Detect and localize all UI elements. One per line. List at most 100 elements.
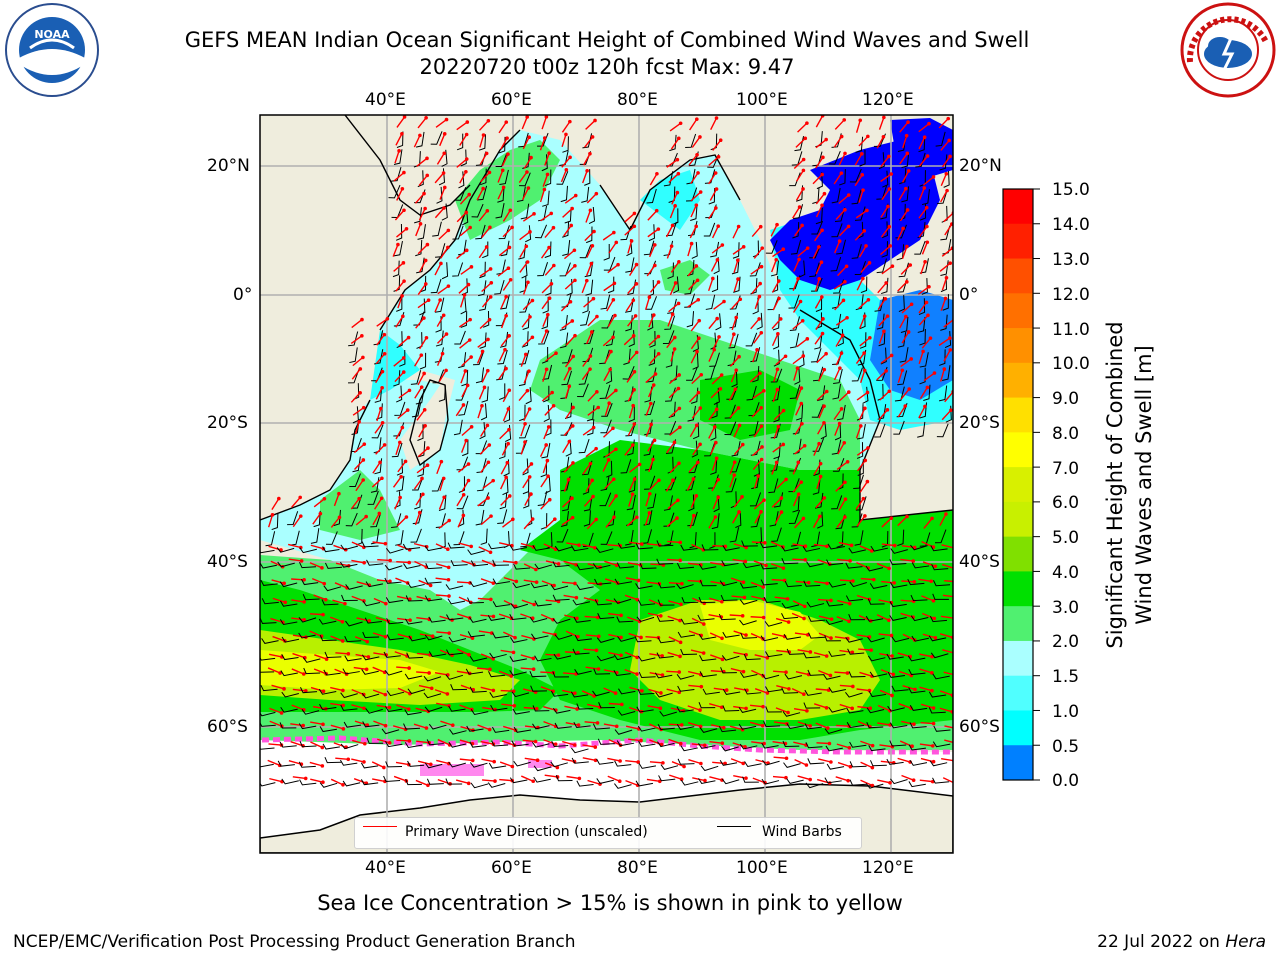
wave-arrow-head [647, 511, 652, 515]
wave-direction-arrow [792, 462, 799, 475]
wind-barb [448, 636, 467, 643]
wave-arrow-head [779, 496, 784, 500]
wave-direction-arrow [545, 560, 559, 565]
wind-barb [600, 531, 613, 545]
lon-tick-top-60e: 60°E [491, 90, 532, 110]
wave-direction-arrow [729, 725, 743, 731]
wave-arrow-head [822, 191, 827, 196]
wave-direction-arrow [880, 245, 891, 256]
wave-direction-arrow [335, 652, 349, 655]
wave-direction-arrow [771, 632, 785, 638]
wave-arrow-head [799, 480, 804, 484]
wave-direction-arrow [839, 684, 853, 688]
wave-arrow-head [525, 115, 529, 119]
wind-barb [773, 405, 780, 423]
wind-barb [854, 206, 866, 221]
wave-direction-arrow [624, 225, 635, 236]
wave-direction-arrow [541, 580, 555, 587]
wave-arrow-head [930, 744, 935, 748]
wind-barb [855, 496, 867, 511]
wind-barb [878, 329, 886, 347]
wave-arrow-head [535, 758, 540, 763]
wave-direction-arrow [455, 779, 469, 785]
wave-direction-arrow [419, 337, 428, 350]
wave-arrow-head [422, 316, 426, 320]
wind-barb [446, 649, 464, 656]
wind-barb [511, 740, 529, 747]
wind-barb [826, 763, 845, 770]
wave-direction-arrow [753, 475, 759, 489]
wave-arrow-head [758, 371, 762, 376]
wave-direction-arrow [502, 209, 511, 222]
wave-direction-arrow [522, 213, 535, 222]
wave-direction-arrow [833, 240, 841, 254]
wind-barb [323, 585, 342, 592]
wave-direction-arrow [583, 298, 594, 308]
wave-arrow-head [925, 154, 930, 158]
wind-barb [260, 617, 277, 624]
wave-arrow-head [737, 354, 741, 359]
wave-direction-arrow [709, 740, 723, 744]
wind-barb [823, 674, 841, 680]
wave-direction-arrow [879, 744, 893, 748]
wave-arrow-head [408, 618, 412, 622]
wave-arrow-head [733, 387, 738, 391]
wave-direction-arrow [691, 374, 702, 385]
wave-arrow-head [801, 516, 806, 521]
wave-arrow-head [698, 442, 702, 447]
wave-arrow-head [362, 760, 366, 764]
wave-direction-arrow [733, 278, 739, 292]
wind-barb [720, 594, 738, 602]
wave-direction-arrow [834, 299, 844, 311]
wave-arrow-head [892, 581, 896, 585]
wind-barb [617, 710, 636, 716]
wave-direction-arrow [461, 426, 473, 437]
wind-barb [876, 258, 887, 274]
wave-direction-arrow [582, 744, 596, 748]
wave-direction-arrow [858, 189, 864, 203]
wave-arrow-head [837, 239, 842, 243]
wave-direction-arrow [561, 581, 576, 585]
wave-arrow-head [426, 446, 430, 450]
wind-barb [530, 685, 547, 692]
wave-direction-arrow [879, 652, 893, 657]
wave-direction-arrow [711, 479, 719, 492]
wind-barb [436, 186, 443, 204]
wave-direction-arrow [876, 614, 890, 621]
wind-barb [756, 312, 763, 330]
wave-arrow-head [849, 543, 854, 548]
wave-direction-arrow [371, 477, 383, 488]
wave-direction-arrow [607, 757, 621, 762]
wind-barb [854, 530, 864, 546]
wind-barb [659, 711, 677, 717]
wave-direction-arrow [628, 405, 634, 419]
wave-arrow-head [461, 403, 466, 407]
wave-arrow-head [439, 261, 443, 266]
wave-direction-arrow [565, 407, 574, 419]
wind-barb [917, 421, 926, 438]
wave-direction-arrow [813, 463, 822, 476]
wind-barb [541, 312, 549, 330]
wave-direction-arrow [460, 370, 467, 384]
wave-arrow-head [445, 692, 450, 696]
wind-barb [796, 404, 804, 421]
wind-barb [628, 476, 636, 493]
wave-arrow-head [945, 188, 949, 193]
wave-direction-arrow [461, 385, 469, 398]
wind-barb [851, 513, 863, 528]
wave-arrow-head [944, 171, 949, 176]
wave-direction-arrow [435, 119, 447, 128]
wave-arrow-head [711, 276, 715, 281]
wave-direction-arrow [667, 540, 681, 544]
wave-arrow-head [324, 657, 329, 661]
wind-barb [570, 545, 589, 552]
wave-arrow-head [480, 403, 484, 408]
wave-direction-arrow [645, 403, 652, 416]
wave-direction-arrow [837, 599, 850, 605]
wind-barb [833, 368, 843, 385]
wind-barb [895, 224, 907, 239]
wind-barb [874, 296, 885, 312]
wave-direction-arrow [919, 779, 933, 783]
wave-arrow-head [611, 298, 616, 302]
wave-direction-arrow [729, 474, 735, 488]
